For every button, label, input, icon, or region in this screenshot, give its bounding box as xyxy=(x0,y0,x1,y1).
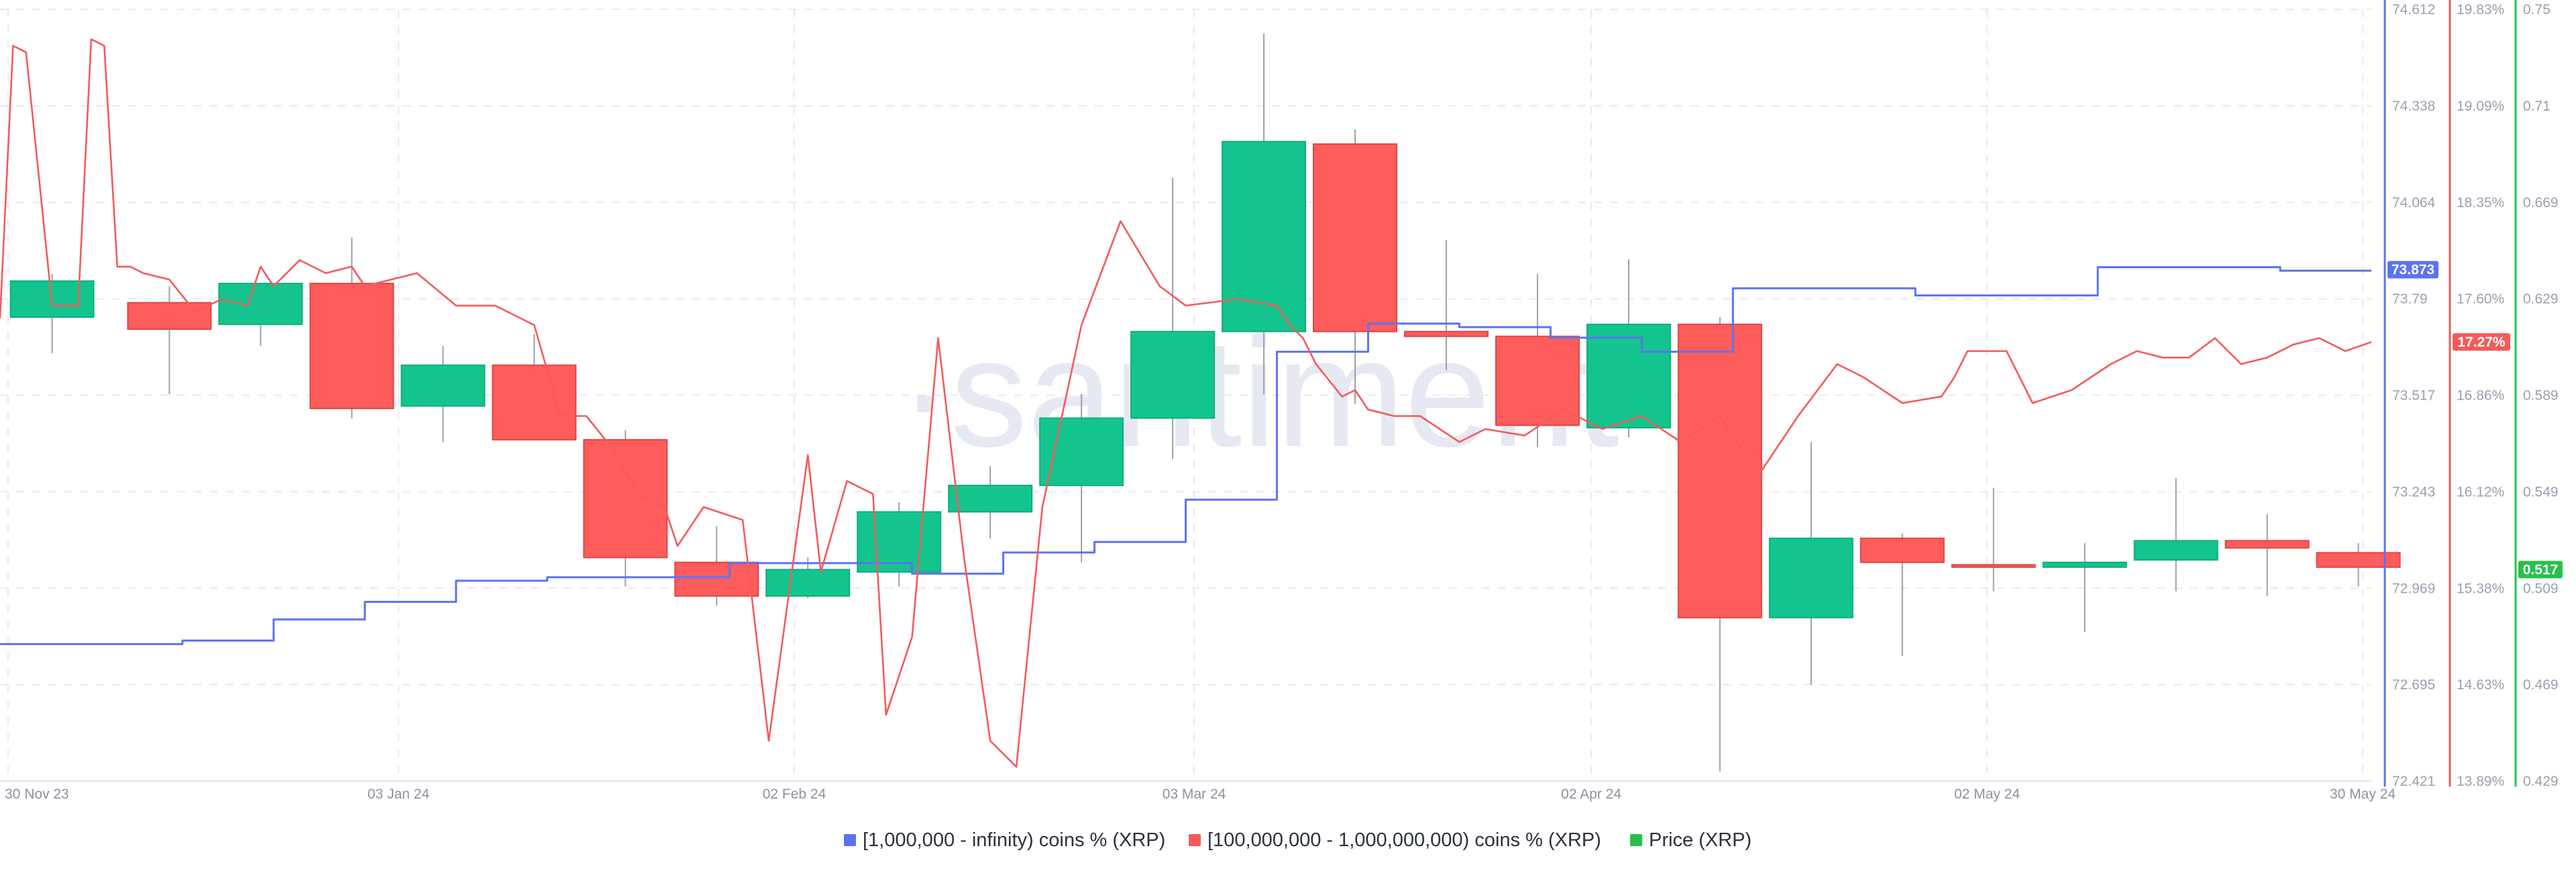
x-axis: 30 Nov 23 03 Jan 24 02 Feb 24 03 Mar 24 02 A… xyxy=(5,786,2396,802)
candle-body xyxy=(2316,552,2401,568)
candle-body xyxy=(765,569,851,597)
blue-axis-tick-label: 72.421 xyxy=(2392,774,2435,789)
candle-body xyxy=(2133,540,2218,561)
red-axis-tick-label: 14.63% xyxy=(2457,677,2504,693)
blue-axis-tick-label: 72.969 xyxy=(2392,581,2435,596)
candle-body xyxy=(1860,537,1945,563)
current-value-badge xyxy=(2453,333,2510,351)
red-line-series xyxy=(0,38,2372,768)
x-tick-label: 02 May 24 xyxy=(1954,786,2020,802)
green-axis-tick-label: 0.629 xyxy=(2523,292,2559,307)
legend-label: [100,000,000 - 1,000,000,000) coins % (X… xyxy=(1208,829,1601,851)
green-axis-tick-label: 0.549 xyxy=(2523,484,2559,500)
candle-body xyxy=(1951,564,2036,568)
candle-body xyxy=(1130,331,1216,419)
x-tick-label: 30 May 24 xyxy=(2330,786,2396,802)
candle-body xyxy=(2224,540,2310,549)
green-axis-tick-label: 0.669 xyxy=(2523,195,2559,211)
legend-swatch xyxy=(1189,834,1201,846)
y-axes: 74.612 74.338 74.064 73.79 73.517 73.243 72.96… xyxy=(2383,0,2559,789)
candle-body xyxy=(1313,143,1397,333)
candle-body xyxy=(1403,331,1489,337)
candle-body xyxy=(948,484,1033,513)
blue-axis-tick-label: 74.064 xyxy=(2392,195,2436,211)
legend-swatch xyxy=(844,834,856,846)
price-candles xyxy=(9,33,2401,772)
blue-axis-tick-label: 74.338 xyxy=(2392,99,2435,114)
x-tick-label: 02 Apr 24 xyxy=(1561,786,1621,802)
candle-body xyxy=(309,282,394,410)
current-value-badge-text: 73.873 xyxy=(2392,262,2434,278)
green-axis-tick-label: 0.469 xyxy=(2523,677,2559,693)
legend-label: [1,000,000 - infinity) coins % (XRP) xyxy=(863,829,1165,851)
legend-swatch xyxy=(1630,834,1642,846)
red-axis-tick-label: 16.86% xyxy=(2457,388,2504,404)
blue-axis-tick-label: 73.517 xyxy=(2392,388,2435,404)
red-axis-tick-label: 19.83% xyxy=(2457,2,2504,17)
red-axis-tick-label: 19.09% xyxy=(2457,99,2504,114)
current-value-badge xyxy=(2518,561,2563,579)
green-axis-tick-label: 0.509 xyxy=(2523,581,2559,596)
x-tick-label: 03 Mar 24 xyxy=(1163,786,1226,802)
candle-body xyxy=(1039,417,1124,486)
grid xyxy=(0,9,2371,782)
x-tick-label: 03 Jan 24 xyxy=(368,786,430,802)
candle-body xyxy=(1677,323,1762,619)
blue-axis-tick-label: 72.695 xyxy=(2392,677,2435,693)
current-value-badge xyxy=(2387,261,2438,279)
red-axis-tick-label: 17.60% xyxy=(2457,292,2504,307)
candle-body xyxy=(1768,537,1854,619)
candle-body xyxy=(1586,323,1671,428)
legend-item[interactable]: [1,000,000 - infinity) coins % (XRP) xyxy=(844,829,1165,851)
legend-item[interactable]: Price (XRP) xyxy=(1630,829,1752,851)
blue-axis-tick-label: 73.243 xyxy=(2392,484,2435,500)
blue-line-series xyxy=(0,266,2371,646)
x-tick-label: 30 Nov 23 xyxy=(5,786,69,802)
candle-body xyxy=(492,364,577,441)
candle-body xyxy=(218,282,303,325)
red-axis-tick-label: 18.35% xyxy=(2457,195,2504,211)
green-axis-tick-label: 0.75 xyxy=(2523,2,2551,17)
candle-body xyxy=(2042,561,2127,568)
green-axis-tick-label: 0.589 xyxy=(2523,388,2559,404)
candle-body xyxy=(857,511,942,573)
red-axis-tick-label: 13.89% xyxy=(2457,774,2504,789)
legend[interactable]: [1,000,000 - infinity) coins % (XRP) [100… xyxy=(844,829,1752,851)
current-value-badge-text: 17.27% xyxy=(2457,335,2506,350)
green-axis-tick-label: 0.429 xyxy=(2523,774,2559,789)
current-value-badges: 73.873 17.27% 0.517 xyxy=(2387,261,2563,579)
red-axis-tick-label: 16.12% xyxy=(2457,484,2504,500)
green-axis-tick-label: 0.71 xyxy=(2523,99,2551,114)
blue-axis-tick-label: 74.612 xyxy=(2392,2,2435,17)
metric-lines xyxy=(0,38,2372,768)
candle-body xyxy=(400,364,486,407)
candle-body xyxy=(674,561,759,597)
legend-label: Price (XRP) xyxy=(1649,829,1752,851)
x-tick-label: 02 Feb 24 xyxy=(763,786,826,802)
current-value-badge-text: 0.517 xyxy=(2523,562,2559,577)
candle-body xyxy=(583,439,668,559)
red-axis-tick-label: 15.38% xyxy=(2457,581,2504,596)
candle-body xyxy=(127,302,212,330)
blue-axis-tick-label: 73.79 xyxy=(2392,292,2428,307)
legend-item[interactable]: [100,000,000 - 1,000,000,000) coins % (X… xyxy=(1189,829,1601,851)
